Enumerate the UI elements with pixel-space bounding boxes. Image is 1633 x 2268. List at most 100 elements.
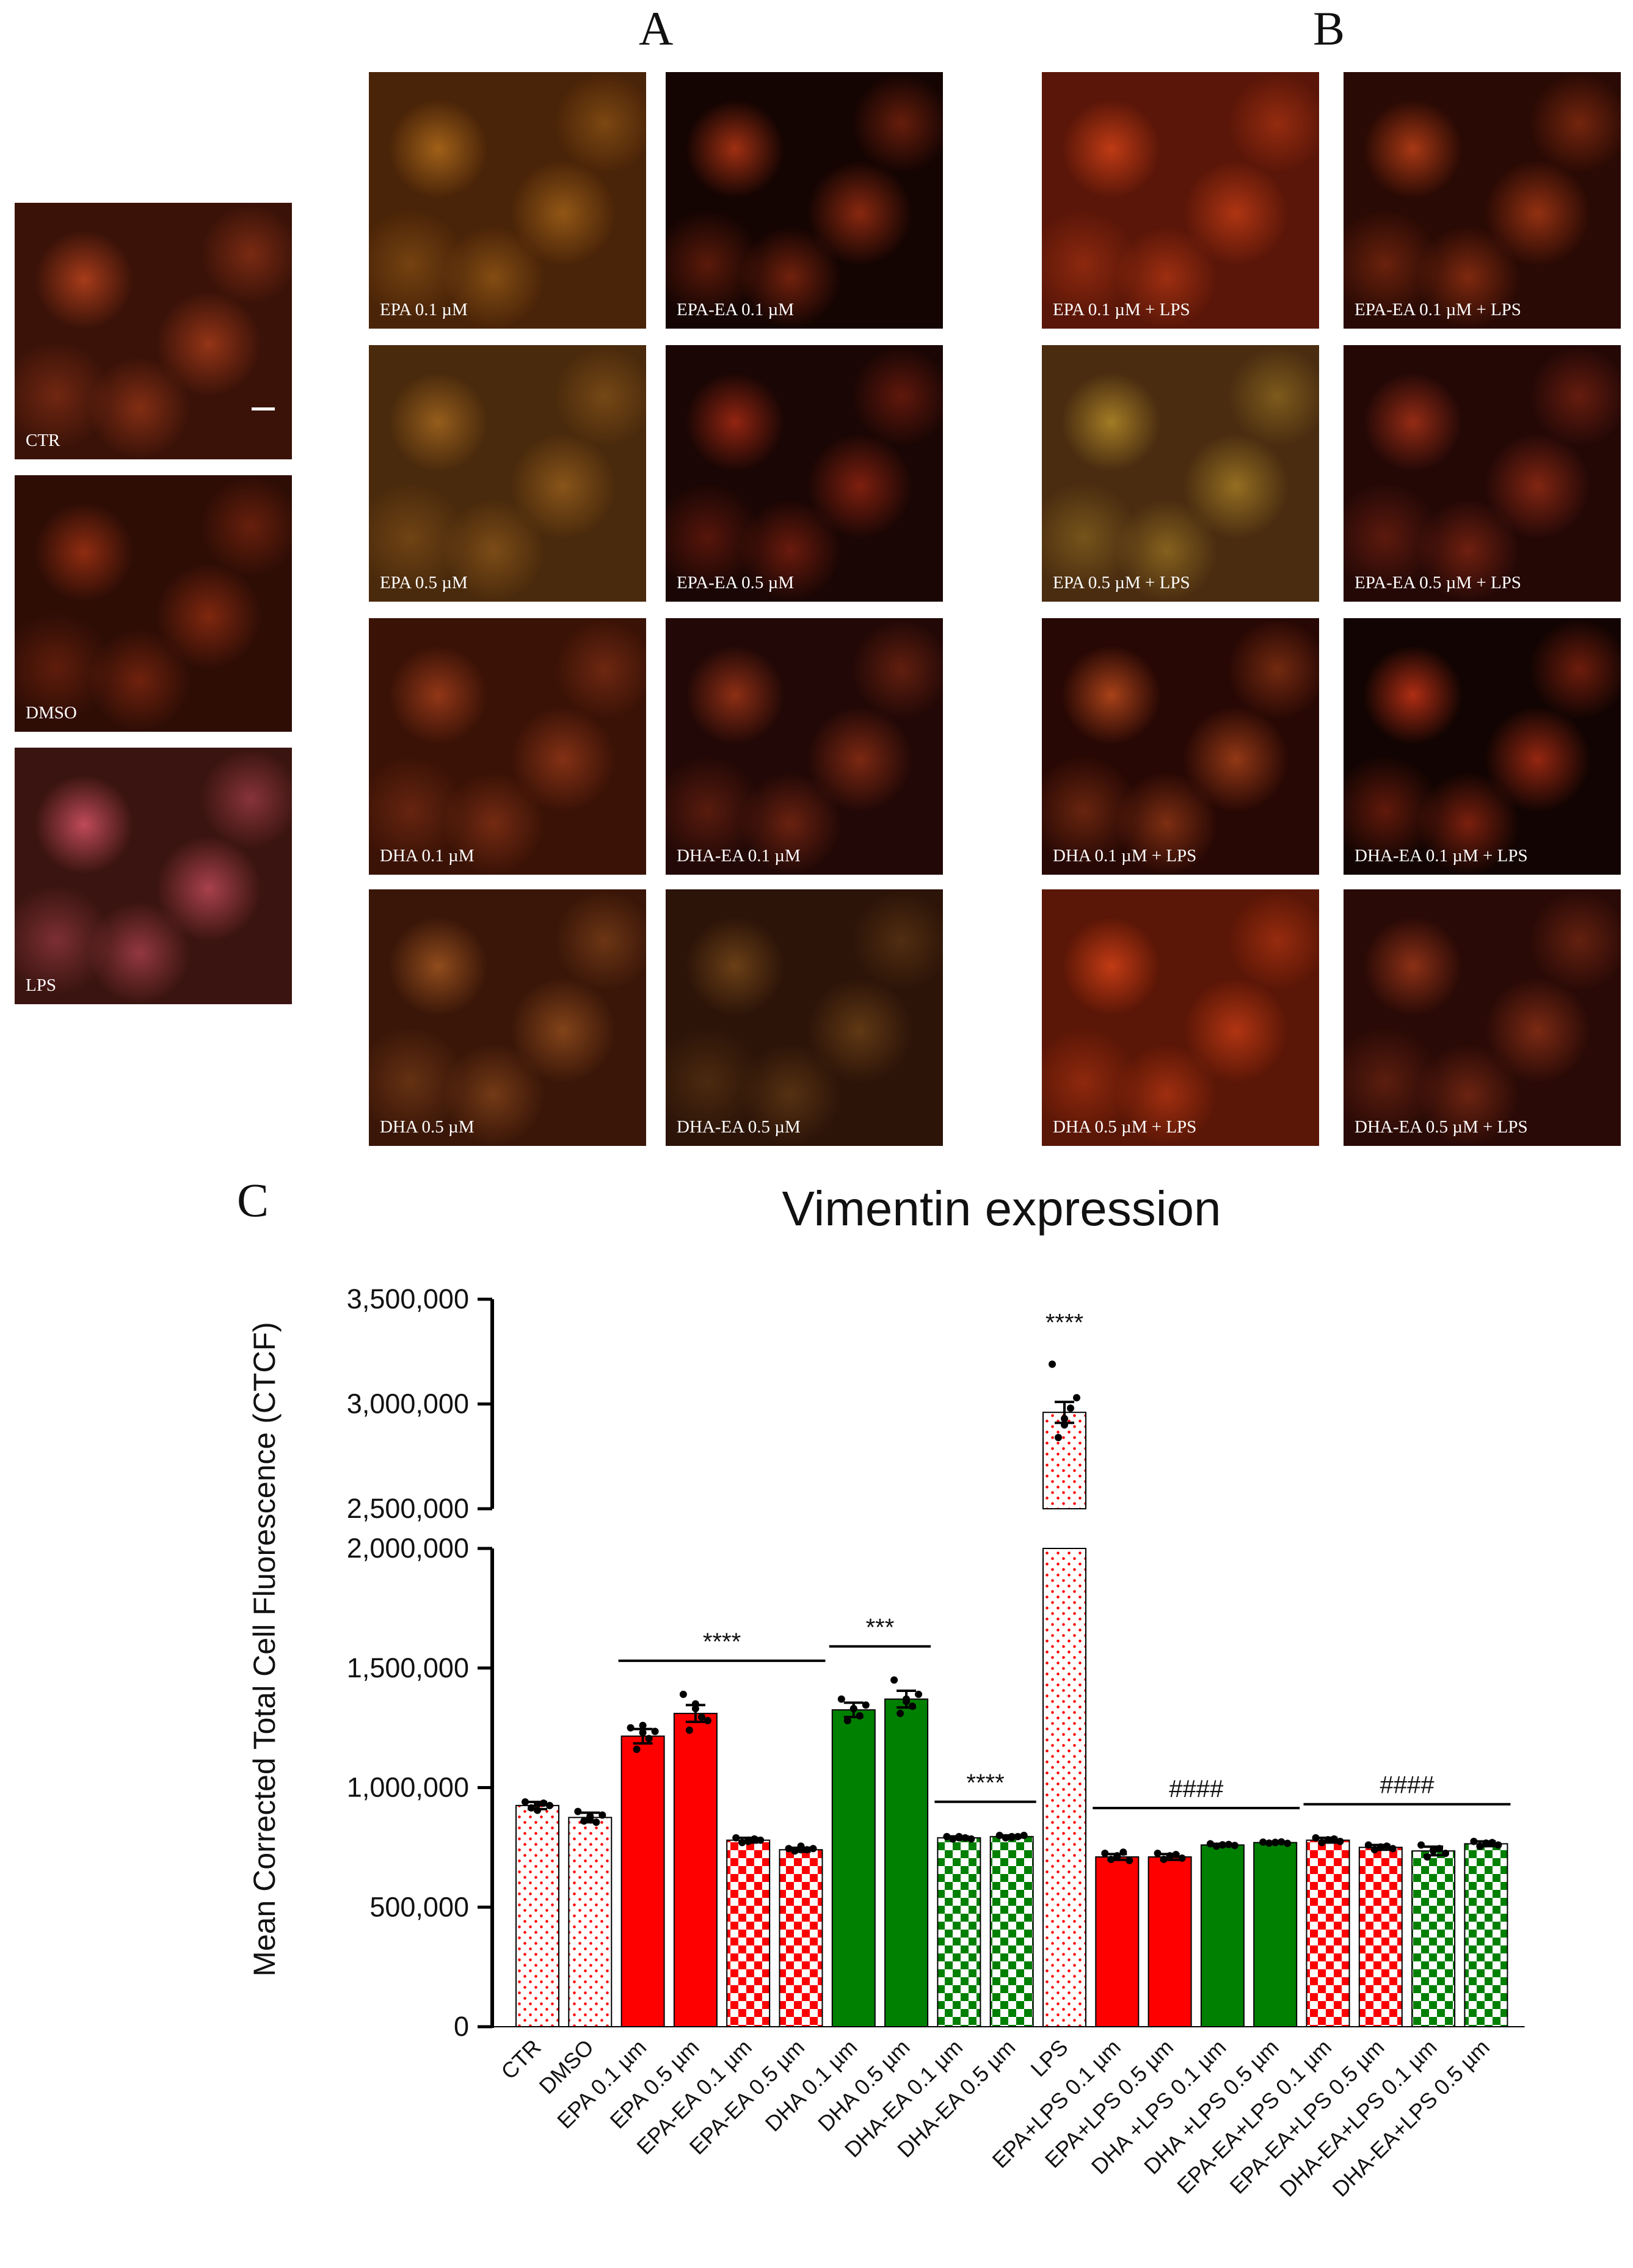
bar: [1200, 1844, 1245, 2027]
micrograph-label: DHA 0.5 µM + LPS: [1053, 1117, 1197, 1137]
data-point: [1073, 1394, 1080, 1402]
data-point: [744, 1836, 752, 1844]
data-point: [915, 1690, 923, 1698]
data-point: [1178, 1854, 1186, 1862]
data-point: [534, 1806, 541, 1814]
data-point: [785, 1845, 793, 1853]
x-tick-label: LPS: [1026, 2035, 1073, 2082]
data-point: [1160, 1855, 1168, 1863]
micrograph-label: DMSO: [26, 703, 77, 723]
data-point: [651, 1727, 659, 1735]
data-point: [1430, 1846, 1438, 1854]
bar: [673, 1713, 718, 2027]
bar: [1358, 1847, 1403, 2027]
data-point: [1119, 1848, 1127, 1856]
data-point: [1494, 1841, 1502, 1849]
data-point: [540, 1799, 547, 1807]
data-point: [995, 1831, 1003, 1839]
micrograph-dha-01-lps: DHA 0.1 µM + LPS: [1042, 618, 1319, 875]
bar: [884, 1698, 929, 2027]
data-point: [1231, 1842, 1238, 1850]
data-point: [1324, 1836, 1332, 1843]
bar: [989, 1836, 1034, 2028]
micrograph-label: CTR: [26, 431, 60, 450]
data-point: [751, 1835, 758, 1843]
micrograph-label: DHA-EA 0.1 µM + LPS: [1355, 846, 1528, 866]
micrograph-dha-ea-05-lps: DHA-EA 0.5 µM + LPS: [1344, 889, 1621, 1146]
significance-label: ####: [1380, 1772, 1435, 1799]
bar: [726, 1839, 771, 2027]
data-point: [1008, 1833, 1016, 1841]
data-point: [949, 1835, 957, 1843]
bars-group: [515, 1360, 1508, 2028]
micrograph-epa-01-lps: EPA 0.1 µM + LPS: [1042, 72, 1319, 329]
data-point: [1113, 1852, 1121, 1860]
micrograph-label: EPA 0.5 µM + LPS: [1053, 573, 1190, 593]
micrograph-label: DHA 0.1 µM + LPS: [1053, 846, 1197, 866]
data-point: [1370, 1846, 1378, 1854]
data-point: [1389, 1845, 1397, 1853]
data-point: [1278, 1838, 1286, 1846]
bar: [1253, 1842, 1298, 2027]
annotations-group: ***************#### ####: [618, 1309, 1511, 1809]
bar: [568, 1817, 613, 2027]
data-point: [1442, 1850, 1450, 1858]
data-point: [1055, 1434, 1062, 1442]
data-point: [528, 1804, 535, 1812]
micrograph-epa-ea-05-lps: EPA-EA 0.5 µM + LPS: [1344, 345, 1621, 602]
bar: [779, 1849, 823, 2028]
data-point: [1061, 1415, 1068, 1423]
y-tick-label: 3,500,000: [347, 1283, 469, 1314]
data-point: [791, 1847, 799, 1855]
y-tick-label: 1,000,000: [347, 1772, 469, 1803]
data-point: [1436, 1845, 1444, 1853]
micrograph-dha-01: DHA 0.1 µM: [369, 618, 646, 875]
data-point: [627, 1724, 635, 1732]
data-point: [1482, 1839, 1490, 1847]
data-point: [943, 1832, 951, 1840]
bar: [1411, 1850, 1456, 2028]
data-point: [1049, 1360, 1056, 1368]
data-point: [1224, 1840, 1232, 1848]
micrograph-dha-ea-01-lps: DHA-EA 0.1 µM + LPS: [1344, 618, 1621, 875]
data-point: [797, 1842, 805, 1850]
data-point: [1377, 1843, 1384, 1851]
data-point: [1318, 1839, 1326, 1847]
micrograph-epa-ea-01: EPA-EA 0.1 µM: [666, 72, 943, 329]
significance-label: ####: [1169, 1776, 1224, 1803]
data-point: [598, 1811, 606, 1819]
data-point: [1212, 1842, 1220, 1850]
bar: [1306, 1839, 1350, 2027]
data-point: [1067, 1404, 1074, 1412]
y-tick-label: 0: [454, 2011, 469, 2042]
micrograph-label: DHA-EA 0.5 µM + LPS: [1355, 1117, 1528, 1137]
data-point: [897, 1710, 904, 1718]
data-point: [1383, 1842, 1391, 1850]
significance-label: ***: [866, 1614, 895, 1641]
bar: [1147, 1856, 1192, 2027]
micrograph-label: EPA 0.1 µM + LPS: [1053, 300, 1190, 319]
data-point: [522, 1798, 529, 1806]
micrograph-label: EPA-EA 0.1 µM + LPS: [1355, 300, 1521, 319]
data-point: [1336, 1837, 1344, 1845]
micrograph-epa-01: EPA 0.1 µM: [369, 72, 646, 329]
data-point: [1020, 1831, 1028, 1839]
data-point: [1218, 1841, 1226, 1849]
data-point: [1271, 1839, 1279, 1847]
bar: [1464, 1843, 1508, 2027]
data-point: [1107, 1855, 1115, 1863]
y-tick-label: 1,500,000: [347, 1652, 469, 1683]
bar: [515, 1804, 559, 2028]
data-point: [1172, 1851, 1180, 1859]
micrograph-dha-ea-01: DHA-EA 0.1 µM: [666, 618, 943, 875]
scale-bar: [252, 407, 275, 410]
data-point: [1061, 1421, 1068, 1429]
data-point: [903, 1697, 911, 1705]
data-point: [1206, 1840, 1214, 1848]
micrograph-label: DHA-EA 0.1 µM: [677, 846, 801, 866]
data-point: [1330, 1835, 1338, 1843]
data-point: [1154, 1850, 1162, 1858]
y-axis-label: Mean Corrected Total Cell Fluorescence (…: [247, 1322, 282, 1977]
data-point: [1488, 1839, 1496, 1847]
